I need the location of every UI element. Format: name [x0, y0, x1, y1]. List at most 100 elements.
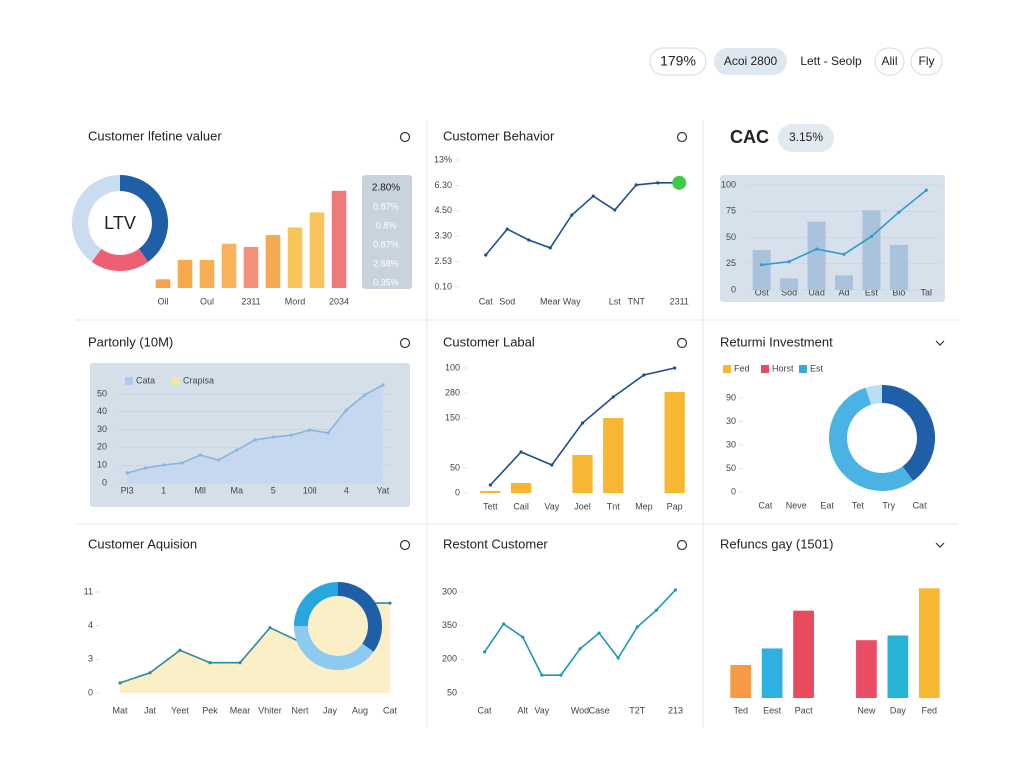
- bar: [603, 418, 624, 493]
- x-tick-label: Pl3: [121, 485, 134, 495]
- bar: [761, 648, 783, 698]
- point: [125, 471, 129, 475]
- header-pill-label: Fly: [919, 54, 935, 68]
- x-tick-label: Eat: [820, 500, 834, 510]
- point: [216, 458, 221, 462]
- y-tick-label: 6.30: [434, 180, 452, 190]
- chevron[interactable]: [935, 542, 945, 548]
- chevron[interactable]: [935, 340, 945, 346]
- header-pill[interactable]: [649, 47, 707, 76]
- donut-label: LTV: [104, 213, 136, 233]
- y-tick-label: 11: [84, 586, 93, 596]
- y-tick-label: 100: [445, 362, 460, 372]
- point: [381, 383, 385, 387]
- x-tick-label: Mep: [635, 501, 653, 511]
- y-tick-label: 0: [102, 477, 107, 487]
- y-tick-label: 0.10: [434, 281, 452, 291]
- bar: [572, 455, 593, 493]
- header-pill[interactable]: [714, 48, 787, 75]
- point: [673, 588, 678, 592]
- info-icon[interactable]: [399, 539, 411, 551]
- x-tick-label: Jat: [144, 705, 157, 715]
- panel-title: Customer Aquision: [88, 536, 197, 551]
- side-panel: [362, 175, 412, 289]
- x-tick-label: Ted: [733, 705, 748, 715]
- point: [162, 463, 166, 467]
- point: [388, 601, 392, 605]
- point: [634, 183, 638, 187]
- info-icon[interactable]: [676, 539, 688, 551]
- info-icon[interactable]: [676, 131, 688, 143]
- y-tick-label: 2.53: [434, 256, 452, 266]
- donut-segment: [294, 582, 339, 627]
- y-tick-label: 280: [445, 387, 460, 397]
- point: [642, 373, 646, 377]
- y-tick-label: 50: [726, 232, 736, 242]
- x-tick-label: Nert: [291, 705, 309, 715]
- header-pill[interactable]: [910, 47, 943, 76]
- donut-segment: [337, 582, 382, 652]
- bar: [287, 227, 303, 288]
- x-tick-label: Tet: [852, 500, 865, 510]
- point: [654, 608, 658, 612]
- point: [519, 450, 523, 454]
- y-tick-label: 50: [450, 462, 460, 472]
- x-tick-label: Cail: [513, 501, 529, 511]
- point: [308, 428, 312, 432]
- bar: [155, 279, 171, 288]
- x-tick-label: Ad: [838, 287, 849, 297]
- y-tick-label: 4: [88, 620, 93, 630]
- info-icon[interactable]: [399, 131, 411, 143]
- x-tick-label: Joel: [574, 501, 591, 511]
- x-tick-label: T2T: [629, 705, 646, 715]
- point: [897, 210, 901, 214]
- panel-title: Restont Customer: [443, 536, 548, 551]
- point: [484, 253, 488, 257]
- header-pill[interactable]: [874, 47, 905, 76]
- side-label: 0.35%: [373, 277, 399, 287]
- point: [550, 463, 554, 467]
- x-tick-label: Mll: [194, 485, 206, 495]
- y-tick-label: 50: [447, 687, 457, 697]
- point: [482, 650, 487, 654]
- x-tick-label: Bio: [892, 287, 905, 297]
- x-tick-label: Neve: [786, 500, 807, 510]
- point: [842, 252, 846, 256]
- point: [235, 448, 239, 452]
- info-icon[interactable]: [676, 337, 688, 349]
- legend-label: Crapisa: [183, 375, 214, 385]
- line: [485, 182, 680, 256]
- x-tick-label: Tal: [921, 287, 933, 297]
- point: [148, 671, 152, 675]
- donut-segment: [865, 385, 883, 405]
- y-tick-label: 50: [726, 463, 736, 473]
- point: [611, 395, 615, 399]
- panel-title: Partonly (10M): [88, 334, 173, 349]
- bar: [510, 483, 532, 493]
- y-tick-label: 3: [88, 654, 93, 664]
- donut-segment: [91, 248, 149, 271]
- point: [502, 622, 506, 626]
- y-tick-label: 30: [726, 416, 736, 426]
- x-tick-label: Oul: [200, 296, 214, 306]
- x-tick-label: TNT: [628, 296, 646, 306]
- bar: [331, 190, 347, 288]
- info-icon[interactable]: [399, 337, 411, 349]
- y-tick-label: 30: [97, 424, 107, 434]
- y-tick-label: 300: [442, 586, 457, 596]
- x-tick-label: Cat: [478, 705, 493, 715]
- point: [238, 661, 242, 665]
- x-tick-label: Alt: [517, 705, 528, 715]
- x-tick-label: Try: [882, 500, 895, 510]
- point: [268, 626, 272, 630]
- y-tick-label: 20: [97, 442, 107, 452]
- x-tick-label: Cat: [479, 296, 494, 306]
- point: [363, 393, 367, 397]
- x-tick-label: 4: [344, 485, 349, 495]
- donut-segment: [829, 387, 914, 491]
- y-tick-label: 13%: [434, 154, 452, 164]
- bar: [199, 259, 215, 288]
- legend-swatch: [723, 365, 731, 373]
- y-tick-label: 90: [726, 392, 736, 402]
